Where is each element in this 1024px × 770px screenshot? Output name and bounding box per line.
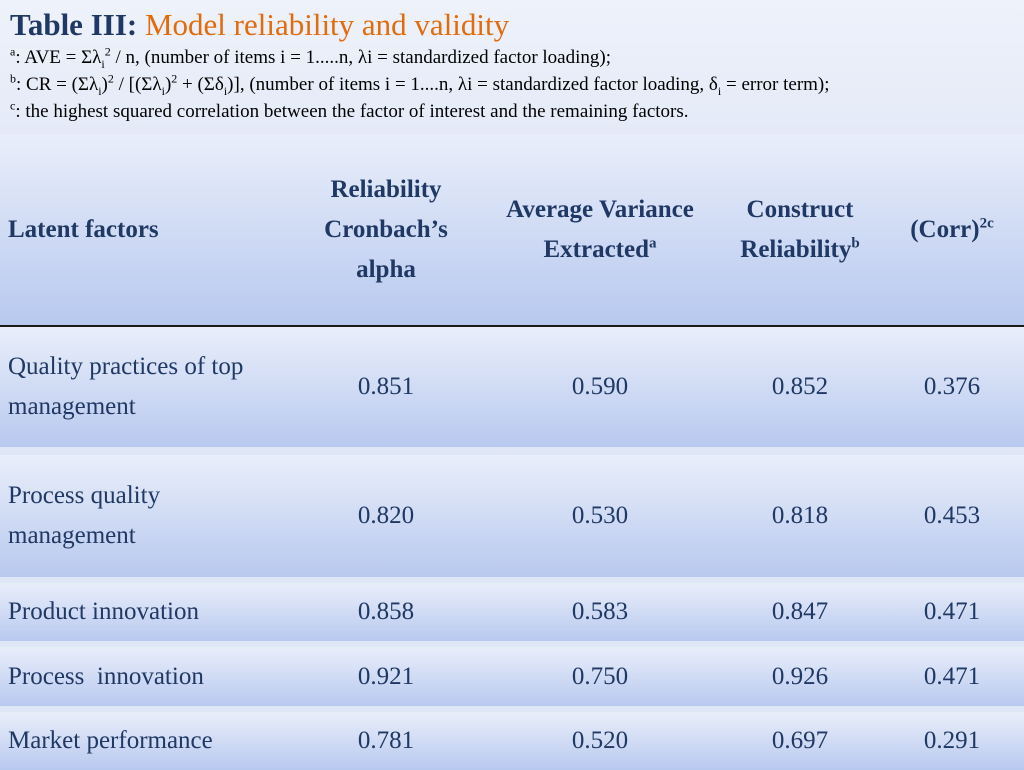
footnote-b: b: CR = (Σλi)2 / [(Σλi)2 + (Σδi)], (numb… — [10, 71, 1016, 98]
footnote-b-part: )], (number of items i = 1....n, λi = st… — [227, 74, 718, 95]
alpha-value: 0.921 — [357, 662, 415, 690]
factor-name: Quality practices of top management — [8, 353, 244, 420]
header-reliability: Reliability Cronbach’s alpha — [324, 175, 448, 283]
footnote-c: c: the highest squared correlation betwe… — [10, 98, 1016, 125]
footnote-b-sub: i — [717, 83, 722, 98]
corr-value: 0.471 — [923, 598, 981, 625]
corr-value: 0.471 — [923, 662, 981, 690]
ave-value: 0.520 — [571, 727, 629, 754]
alpha-value: 0.858 — [357, 598, 415, 625]
table-header-row: Latent factors Reliability Cronbach’s alph… — [0, 134, 1024, 327]
ave-value: 0.530 — [571, 502, 629, 529]
footnote-a-part: : AVE = Σλ — [15, 47, 102, 68]
header-ave: Average Variance Extracteda — [506, 195, 694, 263]
footnote-b-mark: b — [10, 71, 16, 86]
footnote-a-sub: i — [101, 56, 105, 71]
footnote-a-part: / n, (number of items i = 1.....n, λi = … — [110, 47, 612, 68]
header-construct-reliability: Construct Reliabilityb — [740, 195, 860, 263]
footnote-b-part: + (Σδ — [177, 74, 224, 95]
cr-value: 0.926 — [771, 662, 829, 690]
factor-name: Process quality management — [8, 482, 161, 549]
footnote-b-part: / [(Σλ — [113, 74, 162, 95]
ave-value: 0.590 — [571, 373, 629, 400]
footnote-b-sub: i — [161, 83, 165, 98]
factor-name: Market performance — [8, 727, 213, 754]
table-title-text: Model reliability and validity — [144, 7, 510, 42]
corr-value: 0.376 — [923, 373, 981, 400]
cr-value: 0.847 — [771, 598, 829, 625]
corr-value: 0.453 — [923, 502, 981, 529]
ave-value: 0.750 — [571, 662, 629, 690]
footnote-a-sup: 2 — [104, 44, 111, 59]
factor-name: Process innovation — [8, 662, 204, 690]
factor-name: Product innovation — [8, 598, 199, 625]
header-corr: (Corr)2c — [910, 215, 994, 243]
ave-value: 0.583 — [571, 598, 629, 625]
footnote-b-part: = error term); — [721, 74, 830, 95]
table-caption: Table III: Model reliability and validit… — [0, 0, 1024, 134]
cr-value: 0.818 — [771, 502, 829, 529]
alpha-value: 0.781 — [357, 727, 415, 754]
cr-value: 0.697 — [771, 727, 829, 754]
reliability-table: Latent factors Reliability Cronbach’s alph… — [0, 134, 1024, 770]
footnote-b-sup: 2 — [107, 71, 114, 86]
alpha-value: 0.851 — [357, 373, 415, 400]
table-title: Table III: Model reliability and validit… — [10, 6, 1016, 44]
footnote-c-mark: c — [10, 98, 16, 113]
alpha-value: 0.820 — [357, 502, 415, 529]
table-row: Market performance 0.781 0.520 0.697 0.2… — [0, 712, 1024, 770]
table-row: Product innovation 0.858 0.583 0.847 0.4… — [0, 583, 1024, 641]
footnote-b-sub: i — [223, 83, 228, 98]
corr-value: 0.291 — [923, 727, 981, 754]
table-row: Quality practices of top management 0.851… — [0, 327, 1024, 447]
footnote-b-sup: 2 — [171, 71, 178, 86]
footnote-b-part: ) — [164, 74, 172, 95]
table-row: Process quality management 0.820 0.530 0.… — [0, 455, 1024, 577]
footnote-a-mark: a — [10, 44, 16, 59]
cr-value: 0.852 — [771, 373, 829, 400]
footnote-c-text: : the highest squared correlation betwee… — [15, 101, 689, 122]
footnote-b-part: ) — [101, 74, 108, 95]
table-title-label: Table III: — [10, 7, 138, 42]
footnote-b-sub: i — [98, 83, 102, 98]
footnote-b-part: : CR = (Σλ — [16, 74, 99, 95]
table-row: Process innovation 0.921 0.750 0.926 0.4… — [0, 647, 1024, 706]
footnote-a: a: AVE = Σλi2 / n, (number of items i = … — [10, 44, 1016, 71]
header-latent-factors: Latent factors — [8, 215, 159, 243]
